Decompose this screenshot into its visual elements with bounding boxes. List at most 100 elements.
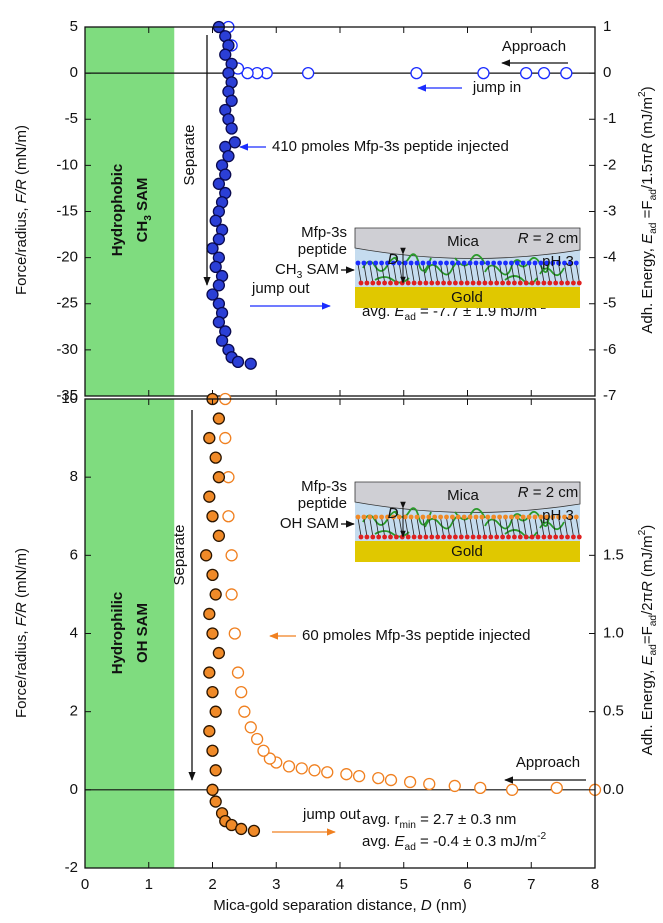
open-marker — [321, 766, 334, 779]
sam-chain — [558, 263, 562, 283]
y-tick-label: -25 — [56, 295, 78, 312]
filled-marker — [219, 48, 232, 61]
y-tick-label: -10 — [56, 156, 78, 173]
anchor-atom — [482, 280, 488, 286]
anchor-atom — [559, 534, 564, 540]
sam-chain — [357, 517, 362, 537]
sam-chain — [570, 263, 574, 283]
annotation: avg. Ead = -0.4 ± 0.3 mJ/m-2 — [362, 831, 546, 853]
sam-chain — [493, 263, 498, 283]
sam-chain — [546, 263, 551, 283]
x-axis-label: Mica-gold separation distance, D (nm) — [213, 897, 466, 914]
filled-marker — [206, 568, 219, 582]
series-label: Approach — [516, 754, 580, 771]
filled-marker — [231, 355, 245, 369]
annotation: jump in — [472, 79, 521, 96]
inset-label: peptide — [298, 241, 347, 258]
text-part: Adh. Energy, — [639, 244, 656, 334]
x-tick-label: 0 — [81, 876, 89, 893]
sam-chain — [552, 263, 557, 283]
anchor-atom — [447, 280, 452, 286]
sam-chain — [369, 517, 374, 537]
head-group — [367, 514, 373, 520]
anchor-atom — [429, 280, 435, 286]
head-group — [414, 514, 420, 520]
anchor-atom — [447, 534, 452, 540]
y2-tick-label: -2 — [603, 156, 616, 173]
sam-chain — [410, 517, 415, 537]
sam-chain — [446, 517, 450, 537]
text-part: = 2.7 ± 0.3 nm — [416, 811, 516, 828]
head-group — [538, 260, 544, 266]
head-group — [402, 514, 408, 520]
anchor-atom — [417, 280, 423, 286]
y-tick-label: 2 — [70, 703, 78, 720]
sam-chain — [499, 263, 503, 283]
text-part: ad — [648, 644, 659, 656]
sam-chain — [440, 263, 444, 283]
head-group — [485, 514, 491, 520]
anchor-atom — [559, 280, 564, 286]
y-tick-label: 6 — [70, 546, 78, 563]
filled-marker — [203, 725, 216, 738]
head-group — [426, 260, 432, 266]
filled-marker — [209, 260, 222, 274]
text-part: ad — [405, 312, 417, 323]
text-part: OH SAM — [280, 515, 339, 532]
inset-label: R = 2 cm — [518, 484, 578, 501]
region-label: OH SAM — [134, 603, 151, 663]
head-group — [485, 260, 491, 266]
open-marker — [372, 771, 385, 785]
x-tick-label: 1 — [145, 876, 153, 893]
head-group — [438, 260, 443, 266]
open-marker — [244, 721, 257, 734]
head-group — [573, 514, 579, 520]
sam-chain — [481, 517, 486, 537]
sam-chain — [493, 517, 498, 537]
open-marker — [228, 627, 241, 640]
head-group — [461, 260, 467, 266]
filled-marker — [212, 233, 226, 246]
inset-label: Gold — [451, 289, 483, 306]
text-part: SAM — [134, 178, 151, 216]
text-part: ad — [405, 842, 417, 853]
gold — [355, 287, 580, 308]
anchor-atom — [535, 534, 541, 540]
filled-marker — [225, 94, 238, 107]
sam-chain — [481, 263, 486, 283]
y-axis-label: Force/radius, F/R (mN/m) — [13, 125, 30, 295]
anchor-atom — [506, 534, 511, 540]
head-group — [562, 260, 567, 266]
filled-marker — [203, 607, 216, 621]
anchor-atom — [476, 534, 482, 540]
sam-chain — [475, 263, 480, 283]
open-marker — [219, 431, 232, 445]
anchor-atom — [470, 280, 476, 286]
filled-marker — [206, 627, 219, 640]
text-part: ad — [648, 189, 659, 201]
anchor-atom — [411, 280, 417, 286]
open-marker — [238, 705, 251, 718]
text-part: D — [388, 505, 399, 522]
filled-marker — [247, 824, 261, 838]
anchor-atom — [458, 534, 464, 540]
head-group — [473, 260, 479, 266]
anchor-atom — [458, 280, 464, 286]
anchor-atom — [553, 534, 559, 540]
anchor-atom — [370, 280, 376, 286]
open-marker — [550, 781, 563, 795]
y-tick-label: 5 — [70, 18, 78, 35]
head-group — [497, 514, 502, 520]
sam-chain — [487, 263, 492, 283]
anchor-atom — [453, 280, 458, 286]
anchor-atom — [464, 534, 470, 540]
text-part: R — [518, 230, 529, 247]
head-group — [538, 514, 544, 520]
sam-chain — [564, 517, 568, 537]
shaded-region — [85, 399, 175, 868]
head-group — [444, 260, 449, 266]
head-group — [479, 514, 485, 520]
filled-marker — [215, 334, 229, 347]
annotation: jump out — [251, 280, 310, 297]
sam-chain — [469, 517, 474, 537]
